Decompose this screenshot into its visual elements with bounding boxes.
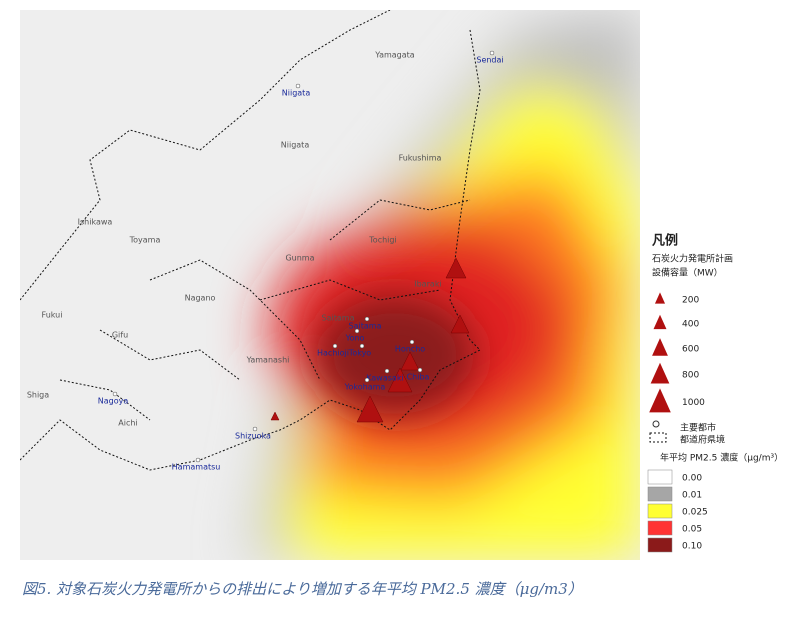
city-label: Sendai [476,56,503,65]
city-dot [332,343,338,349]
city-dot [364,377,370,383]
prefecture-label: Yamagata [374,51,415,60]
prefecture-label: Ibaraki [414,280,441,289]
city-dot [364,316,370,322]
concentration-swatch [647,486,673,502]
legend-prefecture-border: 都道府県境 [680,434,725,446]
prefecture-label: Gunma [285,254,314,263]
legend-title: 凡例 [652,233,678,249]
city-label: Hachioji [317,349,349,358]
plant-size-symbol [652,338,668,356]
city-dot [112,391,118,397]
prefecture-label: Ishikawa [78,218,113,227]
city-symbol [652,420,660,428]
plant-markers [270,257,470,423]
city-dot [195,457,201,463]
legend-plant-title: 石炭火力発電所計画 [652,253,733,265]
concentration-label: 0.025 [682,508,708,518]
city-label: Honcho [395,345,425,354]
concentration-label: 0.10 [682,542,702,552]
map-figure: Yamagata Niigata Fukushima Ishikawa Toyama To… [20,10,783,560]
prefecture-label: Aichi [118,419,137,428]
prefecture-label: Gifu [112,331,128,340]
prefecture-label: Fukushima [399,154,442,163]
city-label: Yono [345,334,365,343]
prefecture-label: Niigata [281,141,310,150]
city-label: Niigata [282,89,311,98]
city-dot [417,367,423,373]
city-dot [409,339,415,345]
prefecture-label: Shiga [27,391,49,400]
city-label: Tokyo [348,349,372,358]
prefecture-label: Fukui [42,311,63,320]
plant-size-symbol [650,362,670,384]
prefecture-label: Toyama [129,236,161,245]
city-dot [384,368,390,374]
city-dot [489,50,495,56]
border-symbol [649,432,667,443]
city-dot [295,83,301,89]
city-label: Chiba [407,373,430,382]
prefecture-label: Saitama [322,314,355,323]
concentration-label: 0.01 [682,491,702,501]
plant-size-label: 400 [682,319,699,329]
legend-plant-subtitle: 設備容量（MW） [652,267,723,279]
city-label: Nagoya [98,397,129,406]
concentration-label: 0.05 [682,525,702,535]
caption: 図5. 対象石炭火力発電所からの排出により増加する年平均 PM2.5 濃度（μg… [22,580,583,598]
city-dot [252,426,258,432]
city-label: Hamamatsu [172,463,221,472]
concentration-swatch [647,503,673,519]
concentration-swatch [647,469,673,485]
plant-size-label: 800 [682,371,699,381]
city-dot [354,328,360,334]
concentration-swatch [647,520,673,536]
city-label: Saitama [349,322,382,331]
city-label: Shizuoka [235,432,271,441]
prefecture-label: Nagano [185,294,216,303]
plant-size-label: 600 [682,344,699,354]
city-dot [359,343,365,349]
legend-concentration-title: 年平均 PM2.5 濃度（μg/m³） [660,452,783,464]
prefecture-label: Tochigi [368,236,396,245]
plant-size-symbol [649,388,671,413]
legend-major-city: 主要都市 [680,422,716,434]
city-label: Kawasaki [366,374,403,383]
city-label: Yokohama [344,383,386,392]
plant-size-symbol [654,292,666,304]
concentration-label: 0.00 [682,474,702,484]
plant-size-symbol [653,314,667,330]
concentration-swatch [647,537,673,553]
plant-size-label: 200 [682,296,699,306]
plant-size-label: 1000 [682,398,705,408]
prefecture-label: Yamanashi [246,356,290,365]
map [20,10,640,560]
